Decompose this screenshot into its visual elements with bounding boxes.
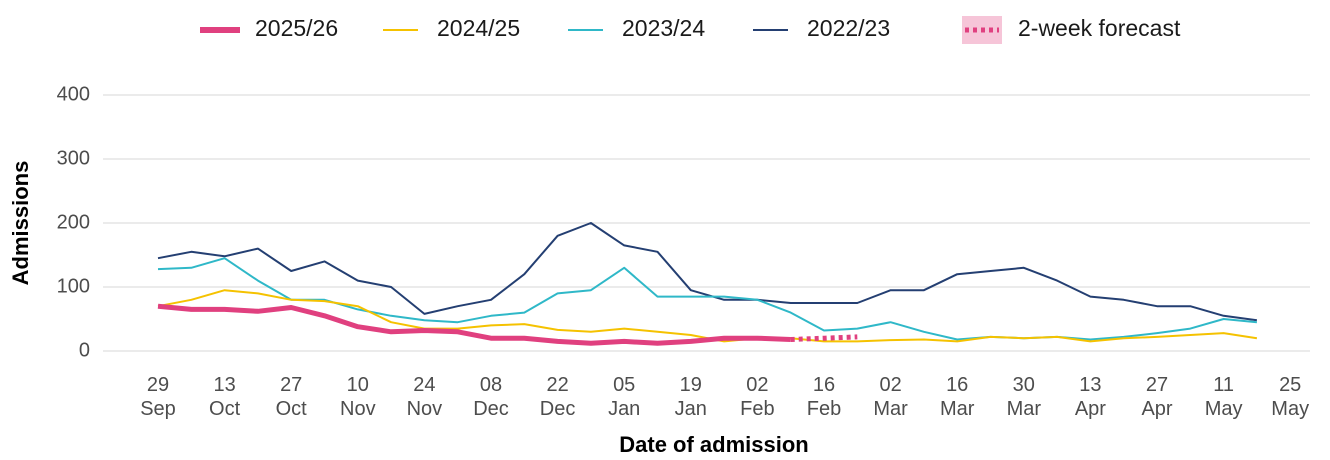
legend-label: 2-week forecast xyxy=(1018,15,1181,41)
y-tick-label: 300 xyxy=(57,147,90,169)
x-tick-label: 13 Oct xyxy=(209,374,241,420)
x-tick-label: 16 Mar xyxy=(940,374,975,420)
series-line xyxy=(157,257,1257,341)
x-tick-label: 25 May xyxy=(1271,374,1309,420)
y-tick-label: 400 xyxy=(57,83,90,105)
x-tick-label: 27 Oct xyxy=(276,374,308,420)
x-tick-label: 10 Nov xyxy=(340,374,376,420)
x-tick-label: 30 Mar xyxy=(1007,374,1042,420)
x-tick-label: 02 Feb xyxy=(740,374,774,420)
x-tick-label: 19 Jan xyxy=(675,374,707,420)
x-tick-label: 02 Mar xyxy=(873,374,908,420)
x-tick-label: 05 Jan xyxy=(608,374,640,420)
legend-label: 2025/26 xyxy=(255,15,338,41)
y-tick-label: 0 xyxy=(79,339,90,361)
x-tick-label: 22 Dec xyxy=(540,374,576,420)
x-axis-title: Date of admission xyxy=(619,432,808,457)
x-tick-label: 27 Apr xyxy=(1141,374,1172,420)
x-tick-label: 08 Dec xyxy=(473,374,509,420)
x-tick-label: 11 May xyxy=(1205,374,1243,420)
y-tick-label: 100 xyxy=(57,275,90,297)
series-line xyxy=(790,334,858,342)
x-tick-label: 16 Feb xyxy=(807,374,841,420)
legend-label: 2024/25 xyxy=(437,15,520,41)
y-tick-label: 200 xyxy=(57,211,90,233)
legend-label: 2022/23 xyxy=(807,15,890,41)
series-line xyxy=(157,222,1258,322)
x-tick-label: 24 Nov xyxy=(407,374,443,420)
x-tick-label: 13 Apr xyxy=(1075,374,1106,420)
x-tick-label: 29 Sep xyxy=(140,374,176,420)
y-axis-title: Admissions xyxy=(8,161,33,286)
series-line xyxy=(157,303,791,346)
legend-label: 2023/24 xyxy=(622,15,705,41)
